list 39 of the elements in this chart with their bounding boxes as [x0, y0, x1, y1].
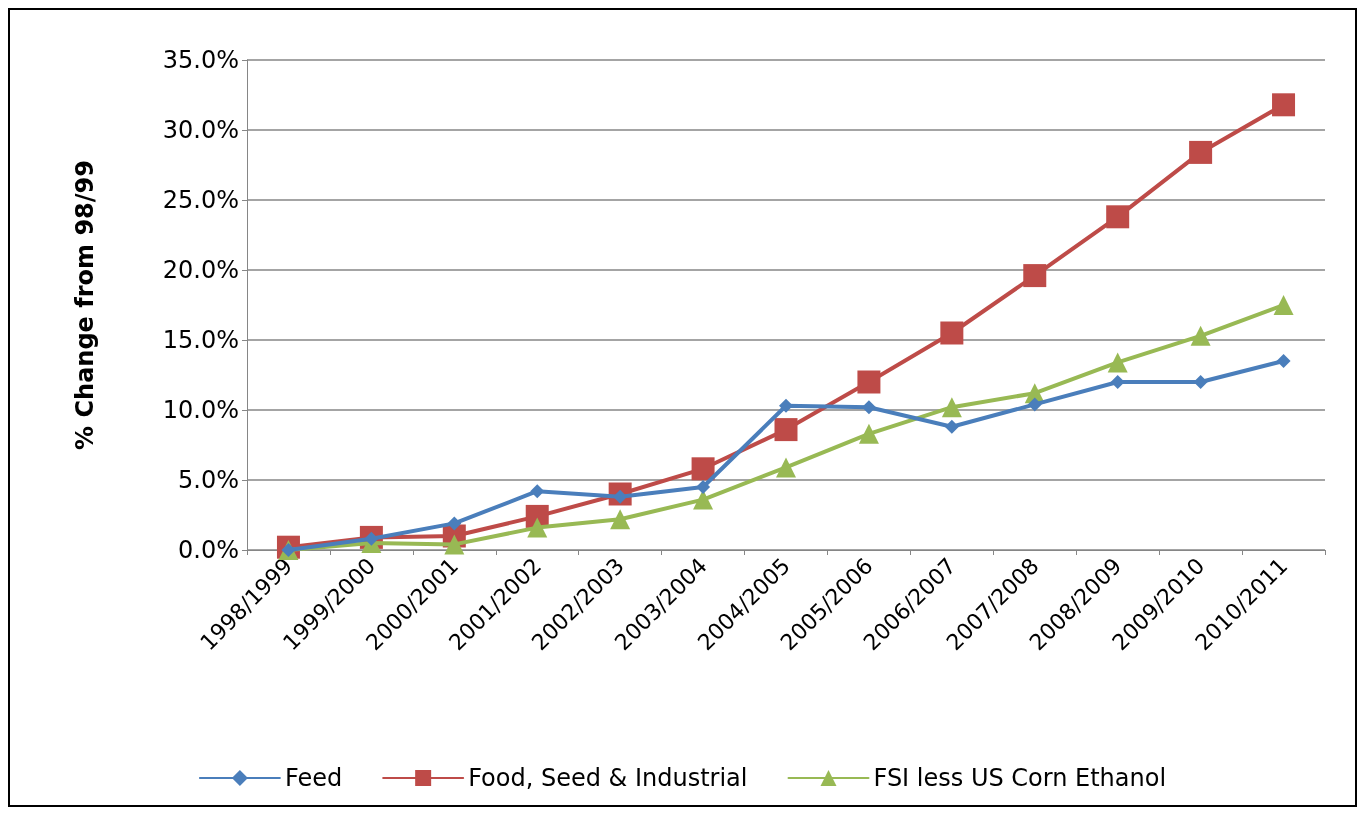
y-tick-label: 20.0%: [162, 256, 239, 284]
y-tick-label: 5.0%: [178, 466, 239, 494]
point: [861, 400, 876, 415]
point: [776, 457, 796, 478]
point: [1193, 375, 1208, 389]
point: [691, 457, 715, 481]
legend-label: FSI less US Corn Ethanol: [873, 764, 1167, 792]
point: [530, 484, 545, 499]
y-tick-label: 25.0%: [162, 186, 239, 214]
point: [1106, 205, 1130, 229]
point: [447, 516, 462, 531]
legend-label: Feed: [284, 764, 343, 792]
y-tick-label: 0.0%: [178, 536, 239, 564]
point: [1107, 352, 1128, 373]
point: [527, 517, 548, 538]
point: [774, 418, 798, 442]
point: [1027, 397, 1042, 412]
y-tick-label: 15.0%: [162, 326, 239, 354]
point: [610, 509, 631, 530]
y-tick-label: 30.0%: [162, 116, 239, 144]
y-tick-label: 10.0%: [162, 396, 239, 424]
point: [444, 534, 465, 555]
point: [1023, 264, 1047, 288]
y-axis-title: % Change from 98/99: [71, 160, 99, 450]
point: [1189, 140, 1213, 164]
point: [1190, 325, 1211, 346]
y-tick-label: 35.0%: [162, 46, 239, 74]
point: [1273, 295, 1294, 315]
point: [857, 370, 881, 394]
point: [779, 398, 793, 413]
point: [1272, 93, 1296, 117]
point: [941, 397, 962, 418]
point: [1276, 354, 1291, 368]
point: [858, 423, 879, 444]
legend-label: Food, Seed & Industrial: [468, 764, 748, 792]
point: [940, 321, 964, 345]
point: [1110, 375, 1125, 389]
point: [696, 480, 711, 494]
point: [944, 419, 959, 434]
